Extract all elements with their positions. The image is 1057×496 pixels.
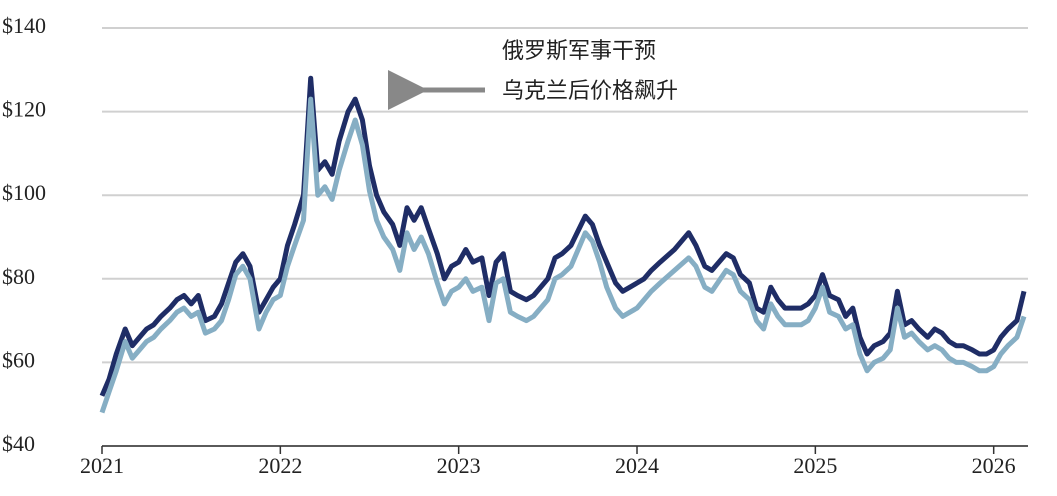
- y-tick-label: $40: [2, 431, 35, 456]
- y-tick-label: $100: [2, 180, 46, 205]
- series-line: [99, 96, 1027, 414]
- x-tick-label: 2023: [437, 453, 481, 478]
- annotation: 俄罗斯军事干预: [502, 39, 656, 64]
- annotation: 乌克兰后价格飙升: [502, 79, 678, 104]
- x-tick-label: 2021: [80, 453, 124, 478]
- x-tick-label: 2024: [615, 453, 659, 478]
- x-tick-label: 2025: [793, 453, 837, 478]
- y-tick-label: $80: [2, 264, 35, 289]
- y-tick-label: $60: [2, 347, 35, 372]
- y-tick-label: $120: [2, 97, 46, 122]
- x-tick-label: 2022: [258, 453, 302, 478]
- y-tick-label: $140: [2, 13, 46, 38]
- series-line: [99, 75, 1027, 397]
- x-tick-label: 2026: [972, 453, 1016, 478]
